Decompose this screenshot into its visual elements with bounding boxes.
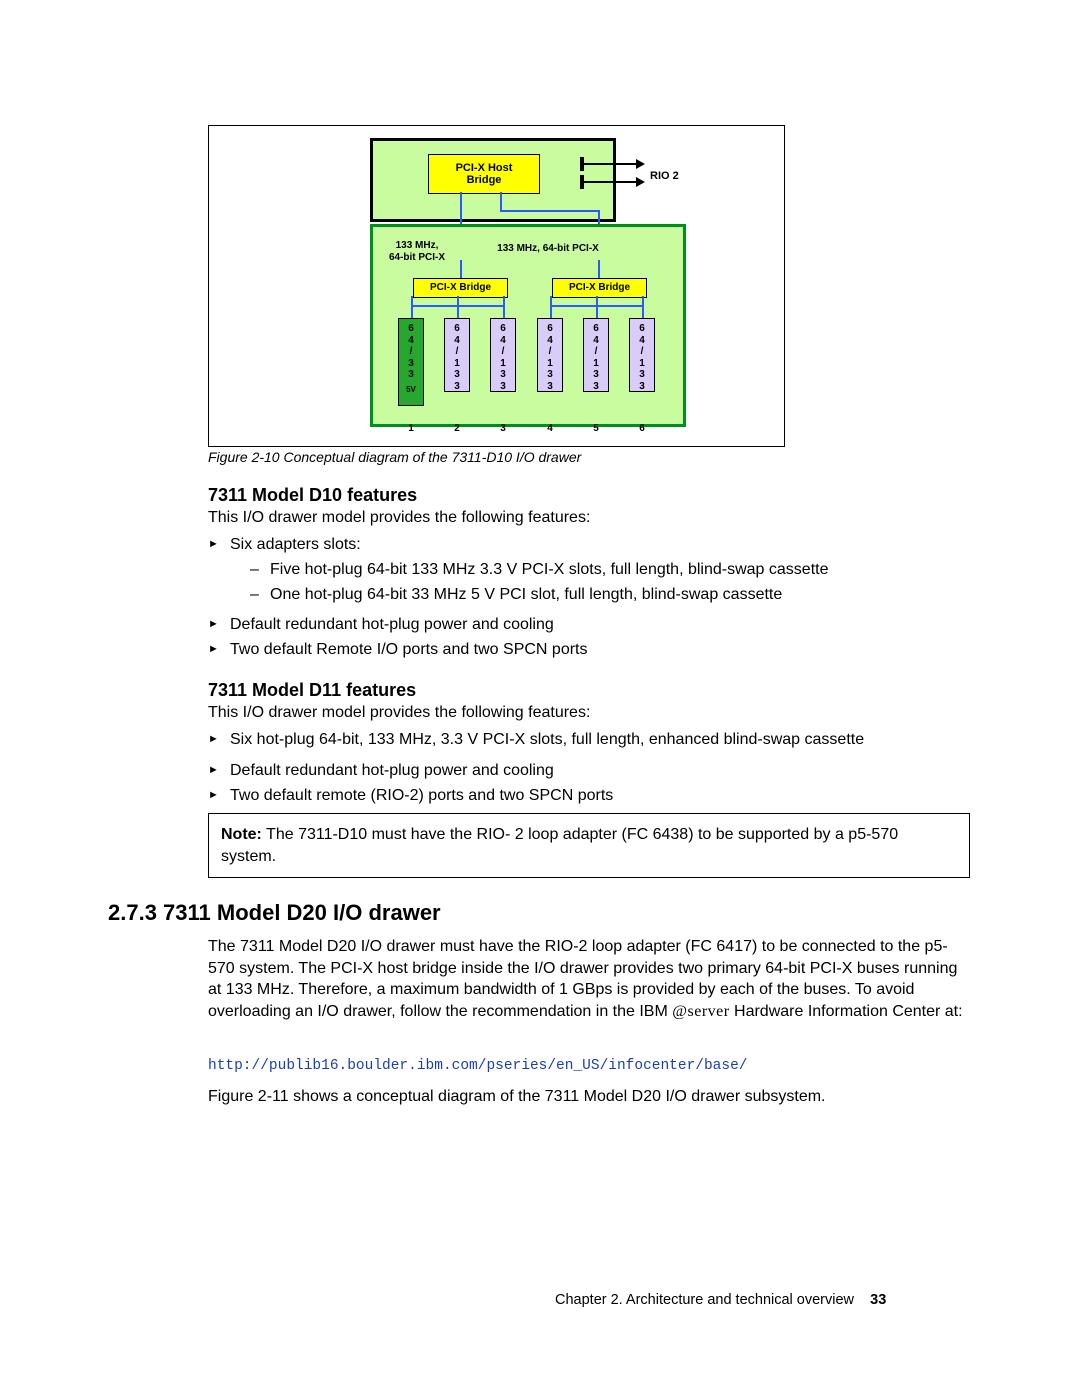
slot-2: 6 4 / 1 3 3	[444, 318, 470, 392]
heading-d11: 7311 Model D11 features	[208, 680, 416, 701]
wire-icon	[550, 296, 552, 318]
eserver-icon: @server	[672, 1003, 729, 1020]
wire-icon	[500, 210, 600, 212]
d20-paragraph-1: The 7311 Model D20 I/O drawer must have …	[208, 936, 970, 1022]
pcix-bridge-right: PCI-X Bridge	[552, 278, 647, 298]
footer-chapter: Chapter 2. Architecture and technical ov…	[555, 1292, 854, 1308]
d11-bullet-3: Two default remote (RIO-2) ports and two…	[230, 787, 613, 805]
section-heading: 2.7.3 7311 Model D20 I/O drawer	[108, 900, 441, 926]
wire-icon	[411, 296, 413, 318]
slot-4: 6 4 / 1 3 3	[537, 318, 563, 392]
bus-label-right: 133 MHz, 64-bit PCI-X	[478, 243, 618, 255]
rio-arrow-icon	[584, 163, 636, 165]
wire-icon	[457, 296, 459, 318]
slot-number: 2	[444, 423, 470, 434]
d20-paragraph-2: Figure 2-11 shows a conceptual diagram o…	[208, 1086, 970, 1108]
slot-3: 6 4 / 1 3 3	[490, 318, 516, 392]
wire-icon	[503, 296, 505, 318]
rio-label: RIO 2	[650, 170, 679, 182]
figure-caption: Figure 2-10 Conceptual diagram of the 73…	[208, 449, 581, 465]
wire-icon	[500, 192, 502, 212]
pcix-host-bridge: PCI-X Host Bridge	[428, 154, 540, 194]
rio-arrow-icon	[584, 181, 636, 183]
slot-number: 1	[398, 423, 424, 434]
wire-icon	[550, 305, 644, 307]
wire-icon	[598, 260, 600, 278]
wire-icon	[642, 296, 644, 318]
slot-5: 6 4 / 1 3 3	[583, 318, 609, 392]
d10-bullet-2: Default redundant hot-plug power and coo…	[230, 616, 554, 634]
page: PCI-X Host Bridge RIO 2 133 MHz, 64-bit …	[0, 0, 1080, 1397]
bus-label-left: 133 MHz, 64-bit PCI-X	[378, 240, 456, 263]
slot-6: 6 4 / 1 3 3	[629, 318, 655, 392]
page-footer: Chapter 2. Architecture and technical ov…	[555, 1292, 886, 1308]
info-center-url[interactable]: http://publib16.boulder.ibm.com/pseries/…	[208, 1058, 748, 1074]
d10-bullet-1: Six adapters slots:	[230, 536, 361, 554]
slot-1: 6 4 / 3 3 5V	[398, 318, 424, 406]
slot-number: 5	[583, 423, 609, 434]
slot-number: 3	[490, 423, 516, 434]
note-box: Note: The 7311-D10 must have the RIO- 2 …	[208, 813, 970, 878]
d11-bullet-2: Default redundant hot-plug power and coo…	[230, 762, 554, 780]
d10-bullet-1a: Five hot-plug 64-bit 133 MHz 3.3 V PCI-X…	[270, 561, 828, 579]
wire-icon	[460, 260, 462, 278]
slot-number: 4	[537, 423, 563, 434]
note-label: Note:	[221, 826, 262, 843]
note-text: The 7311-D10 must have the RIO- 2 loop a…	[221, 826, 898, 865]
d11-bullet-1: Six hot-plug 64-bit, 133 MHz, 3.3 V PCI-…	[230, 731, 864, 749]
heading-d10: 7311 Model D10 features	[208, 485, 417, 506]
pcix-bridge-left: PCI-X Bridge	[413, 278, 508, 298]
d10-bullet-1b: One hot-plug 64-bit 33 MHz 5 V PCI slot,…	[270, 586, 782, 604]
footer-page-number: 33	[870, 1292, 886, 1308]
d10-intro: This I/O drawer model provides the follo…	[208, 507, 968, 529]
d10-bullet-3: Two default Remote I/O ports and two SPC…	[230, 641, 588, 659]
wire-icon	[411, 305, 505, 307]
host-bridge-l2: Bridge	[467, 174, 502, 186]
d11-intro: This I/O drawer model provides the follo…	[208, 702, 968, 724]
slot-number: 6	[629, 423, 655, 434]
wire-icon	[596, 296, 598, 318]
host-bridge-l1: PCI-X Host	[456, 162, 513, 174]
